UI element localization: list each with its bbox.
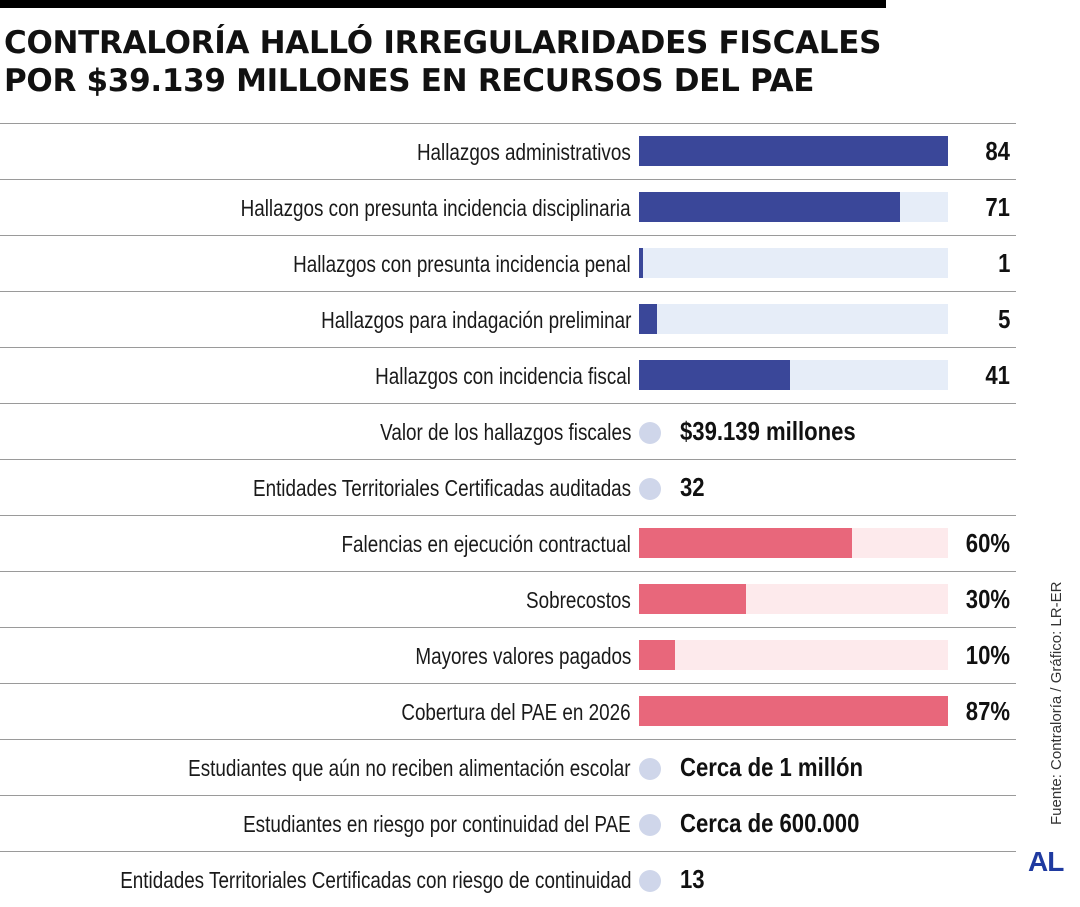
value-label: 87%: [965, 696, 1010, 726]
row-label: Hallazgos con presunta incidencia penal: [293, 251, 631, 277]
stat-row: Valor de los hallazgos fiscales $39.139 m…: [0, 403, 1016, 459]
value-label: 30%: [965, 584, 1010, 614]
stat-value: Cerca de 600.000: [680, 808, 860, 838]
row-label: Mayores valores pagados: [415, 643, 631, 669]
value-label: 41: [985, 360, 1010, 390]
row-label: Cobertura del PAE en 2026: [401, 699, 631, 725]
bar-track: [639, 304, 948, 334]
row-label: Entidades Territoriales Certificadas con…: [119, 867, 631, 893]
bar: [639, 528, 852, 558]
row-label: Valor de los hallazgos fiscales: [379, 419, 631, 445]
stat-value: $39.139 millones: [680, 416, 856, 446]
bar-row: Hallazgos para indagación preliminar 5: [0, 291, 1016, 347]
value-label: 1: [997, 248, 1010, 278]
bar: [639, 640, 675, 670]
value-label: 71: [985, 192, 1010, 222]
bar-row: Sobrecostos 30%: [0, 571, 1016, 627]
bar-track: [639, 360, 948, 390]
chart-rows: Hallazgos administrativos 84 Hallazgos con…: [0, 123, 1016, 907]
bar-row: Falencias en ejecución contractual 60%: [0, 515, 1016, 571]
bar-track: [639, 640, 948, 670]
bar-row: Cobertura del PAE en 2026 87%: [0, 683, 1016, 739]
bullet-dot: [639, 814, 661, 836]
bar: [639, 696, 948, 726]
bar-track: [639, 528, 948, 558]
bar-row: Hallazgos con incidencia fiscal 41: [0, 347, 1016, 403]
bar: [639, 136, 948, 166]
bar: [639, 248, 643, 278]
stat-row: Entidades Territoriales Certificadas con…: [0, 851, 1016, 907]
bullet-dot: [639, 422, 661, 444]
stat-row: Entidades Territoriales Certificadas aud…: [0, 459, 1016, 515]
row-label: Estudiantes en riesgo por continuidad de…: [243, 811, 631, 837]
row-label: Hallazgos administrativos: [417, 139, 631, 165]
stat-row: Estudiantes que aún no reciben alimentac…: [0, 739, 1016, 795]
bar: [639, 192, 900, 222]
bar-row: Hallazgos con presunta incidencia penal 1: [0, 235, 1016, 291]
bullet-dot: [639, 758, 661, 780]
bar-row: Mayores valores pagados 10%: [0, 627, 1016, 683]
stat-value: Cerca de 1 millón: [680, 752, 864, 782]
bullet-dot: [639, 870, 661, 892]
row-label: Hallazgos con presunta incidencia discip…: [241, 195, 631, 221]
row-label: Falencias en ejecución contractual: [341, 531, 631, 557]
row-label: Estudiantes que aún no reciben alimentac…: [188, 755, 631, 781]
top-rule: [0, 0, 886, 8]
value-label: 10%: [965, 640, 1010, 670]
row-label: Hallazgos con incidencia fiscal: [375, 363, 631, 389]
stat-value: 32: [680, 472, 705, 502]
row-label: Hallazgos para indagación preliminar: [320, 307, 631, 333]
row-label: Entidades Territoriales Certificadas aud…: [252, 475, 631, 501]
chart-title: CONTRALORÍA HALLÓ IRREGULARIDADES FISCAL…: [4, 24, 904, 100]
bar-track: [639, 584, 948, 614]
value-label: 84: [985, 136, 1010, 166]
bar: [639, 304, 657, 334]
bar: [639, 584, 746, 614]
brand-logo: AL: [1028, 846, 1064, 877]
bar-track: [639, 248, 948, 278]
bar: [639, 360, 790, 390]
bar-track: [639, 696, 948, 726]
bullet-dot: [639, 478, 661, 500]
bar-row: Hallazgos con presunta incidencia discip…: [0, 179, 1016, 235]
value-label: 60%: [965, 528, 1010, 558]
bar-row: Hallazgos administrativos 84: [0, 123, 1016, 179]
row-label: Sobrecostos: [526, 587, 631, 613]
stat-row: Estudiantes en riesgo por continuidad de…: [0, 795, 1016, 851]
chart-title-line-1: CONTRALORÍA HALLÓ IRREGULARIDADES FISCAL…: [4, 25, 882, 61]
stat-value: 13: [680, 864, 705, 894]
bar-track: [639, 192, 948, 222]
source-note: Fuente: Contraloría / Gráfico: LR-ER: [1048, 581, 1065, 825]
chart-title-line-2: POR $39.139 MILLONES EN RECURSOS DEL PAE: [4, 63, 815, 99]
value-label: 5: [997, 304, 1010, 334]
bar-track: [639, 136, 948, 166]
